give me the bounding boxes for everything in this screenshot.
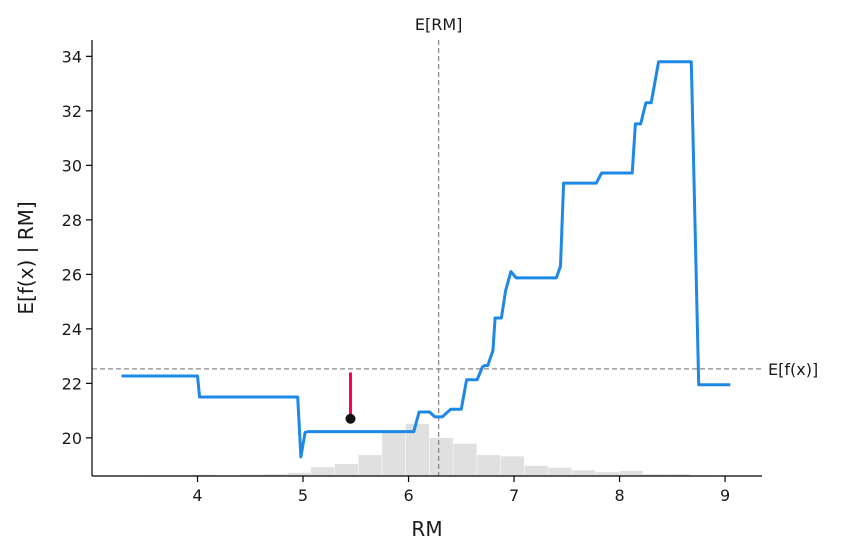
y-axis-title: E[f(x) | RM] bbox=[14, 201, 38, 314]
histogram-bar bbox=[572, 470, 596, 476]
histogram-bar bbox=[643, 474, 667, 476]
histogram-bar bbox=[382, 430, 406, 476]
histogram-bar bbox=[405, 424, 430, 476]
x-tick-label: 8 bbox=[614, 486, 624, 505]
y-tick-label: 24 bbox=[62, 320, 82, 339]
y-tick-label: 20 bbox=[62, 429, 82, 448]
x-ticks: 4 5 6 7 8 9 bbox=[192, 476, 730, 505]
histogram-bar bbox=[429, 437, 453, 476]
y-ticks: 20 22 24 26 28 30 32 34 bbox=[62, 47, 92, 448]
dependence-line bbox=[121, 60, 731, 459]
instance-point bbox=[345, 413, 356, 424]
histogram-bar bbox=[548, 467, 572, 476]
vline-label: E[RM] bbox=[415, 15, 463, 34]
histogram-bar bbox=[310, 467, 335, 476]
y-tick-label: 22 bbox=[62, 374, 82, 393]
histogram-bar bbox=[334, 463, 358, 476]
x-tick-label: 7 bbox=[509, 486, 519, 505]
x-tick-label: 4 bbox=[192, 486, 202, 505]
y-tick-label: 26 bbox=[62, 265, 82, 284]
y-tick-label: 28 bbox=[62, 211, 82, 230]
histogram-bar bbox=[453, 443, 477, 476]
histogram-bar bbox=[192, 474, 216, 476]
y-tick-label: 30 bbox=[62, 156, 82, 175]
axes: 4 5 6 7 8 9 20 22 24 26 28 30 32 34 bbox=[62, 40, 762, 505]
histogram-bar bbox=[500, 456, 525, 476]
x-tick-label: 9 bbox=[720, 486, 730, 505]
x-axis-title: RM bbox=[411, 517, 442, 541]
histogram-bar bbox=[667, 474, 691, 476]
histogram-bar bbox=[619, 470, 643, 476]
histogram-bar bbox=[595, 472, 620, 476]
reference-lines bbox=[92, 40, 762, 476]
x-tick-label: 6 bbox=[403, 486, 413, 505]
x-tick-label: 5 bbox=[298, 486, 308, 505]
histogram-bar bbox=[287, 472, 311, 476]
y-tick-label: 32 bbox=[62, 102, 82, 121]
instance-marker bbox=[345, 372, 356, 424]
hline-label: E[f(x)] bbox=[768, 360, 818, 379]
histogram-bar bbox=[524, 465, 548, 476]
histogram-bar bbox=[477, 455, 501, 476]
y-tick-label: 34 bbox=[62, 47, 82, 66]
histogram-bar bbox=[263, 474, 287, 476]
histogram-bar bbox=[358, 455, 382, 476]
histogram-bar bbox=[239, 474, 263, 476]
histogram bbox=[144, 424, 715, 476]
